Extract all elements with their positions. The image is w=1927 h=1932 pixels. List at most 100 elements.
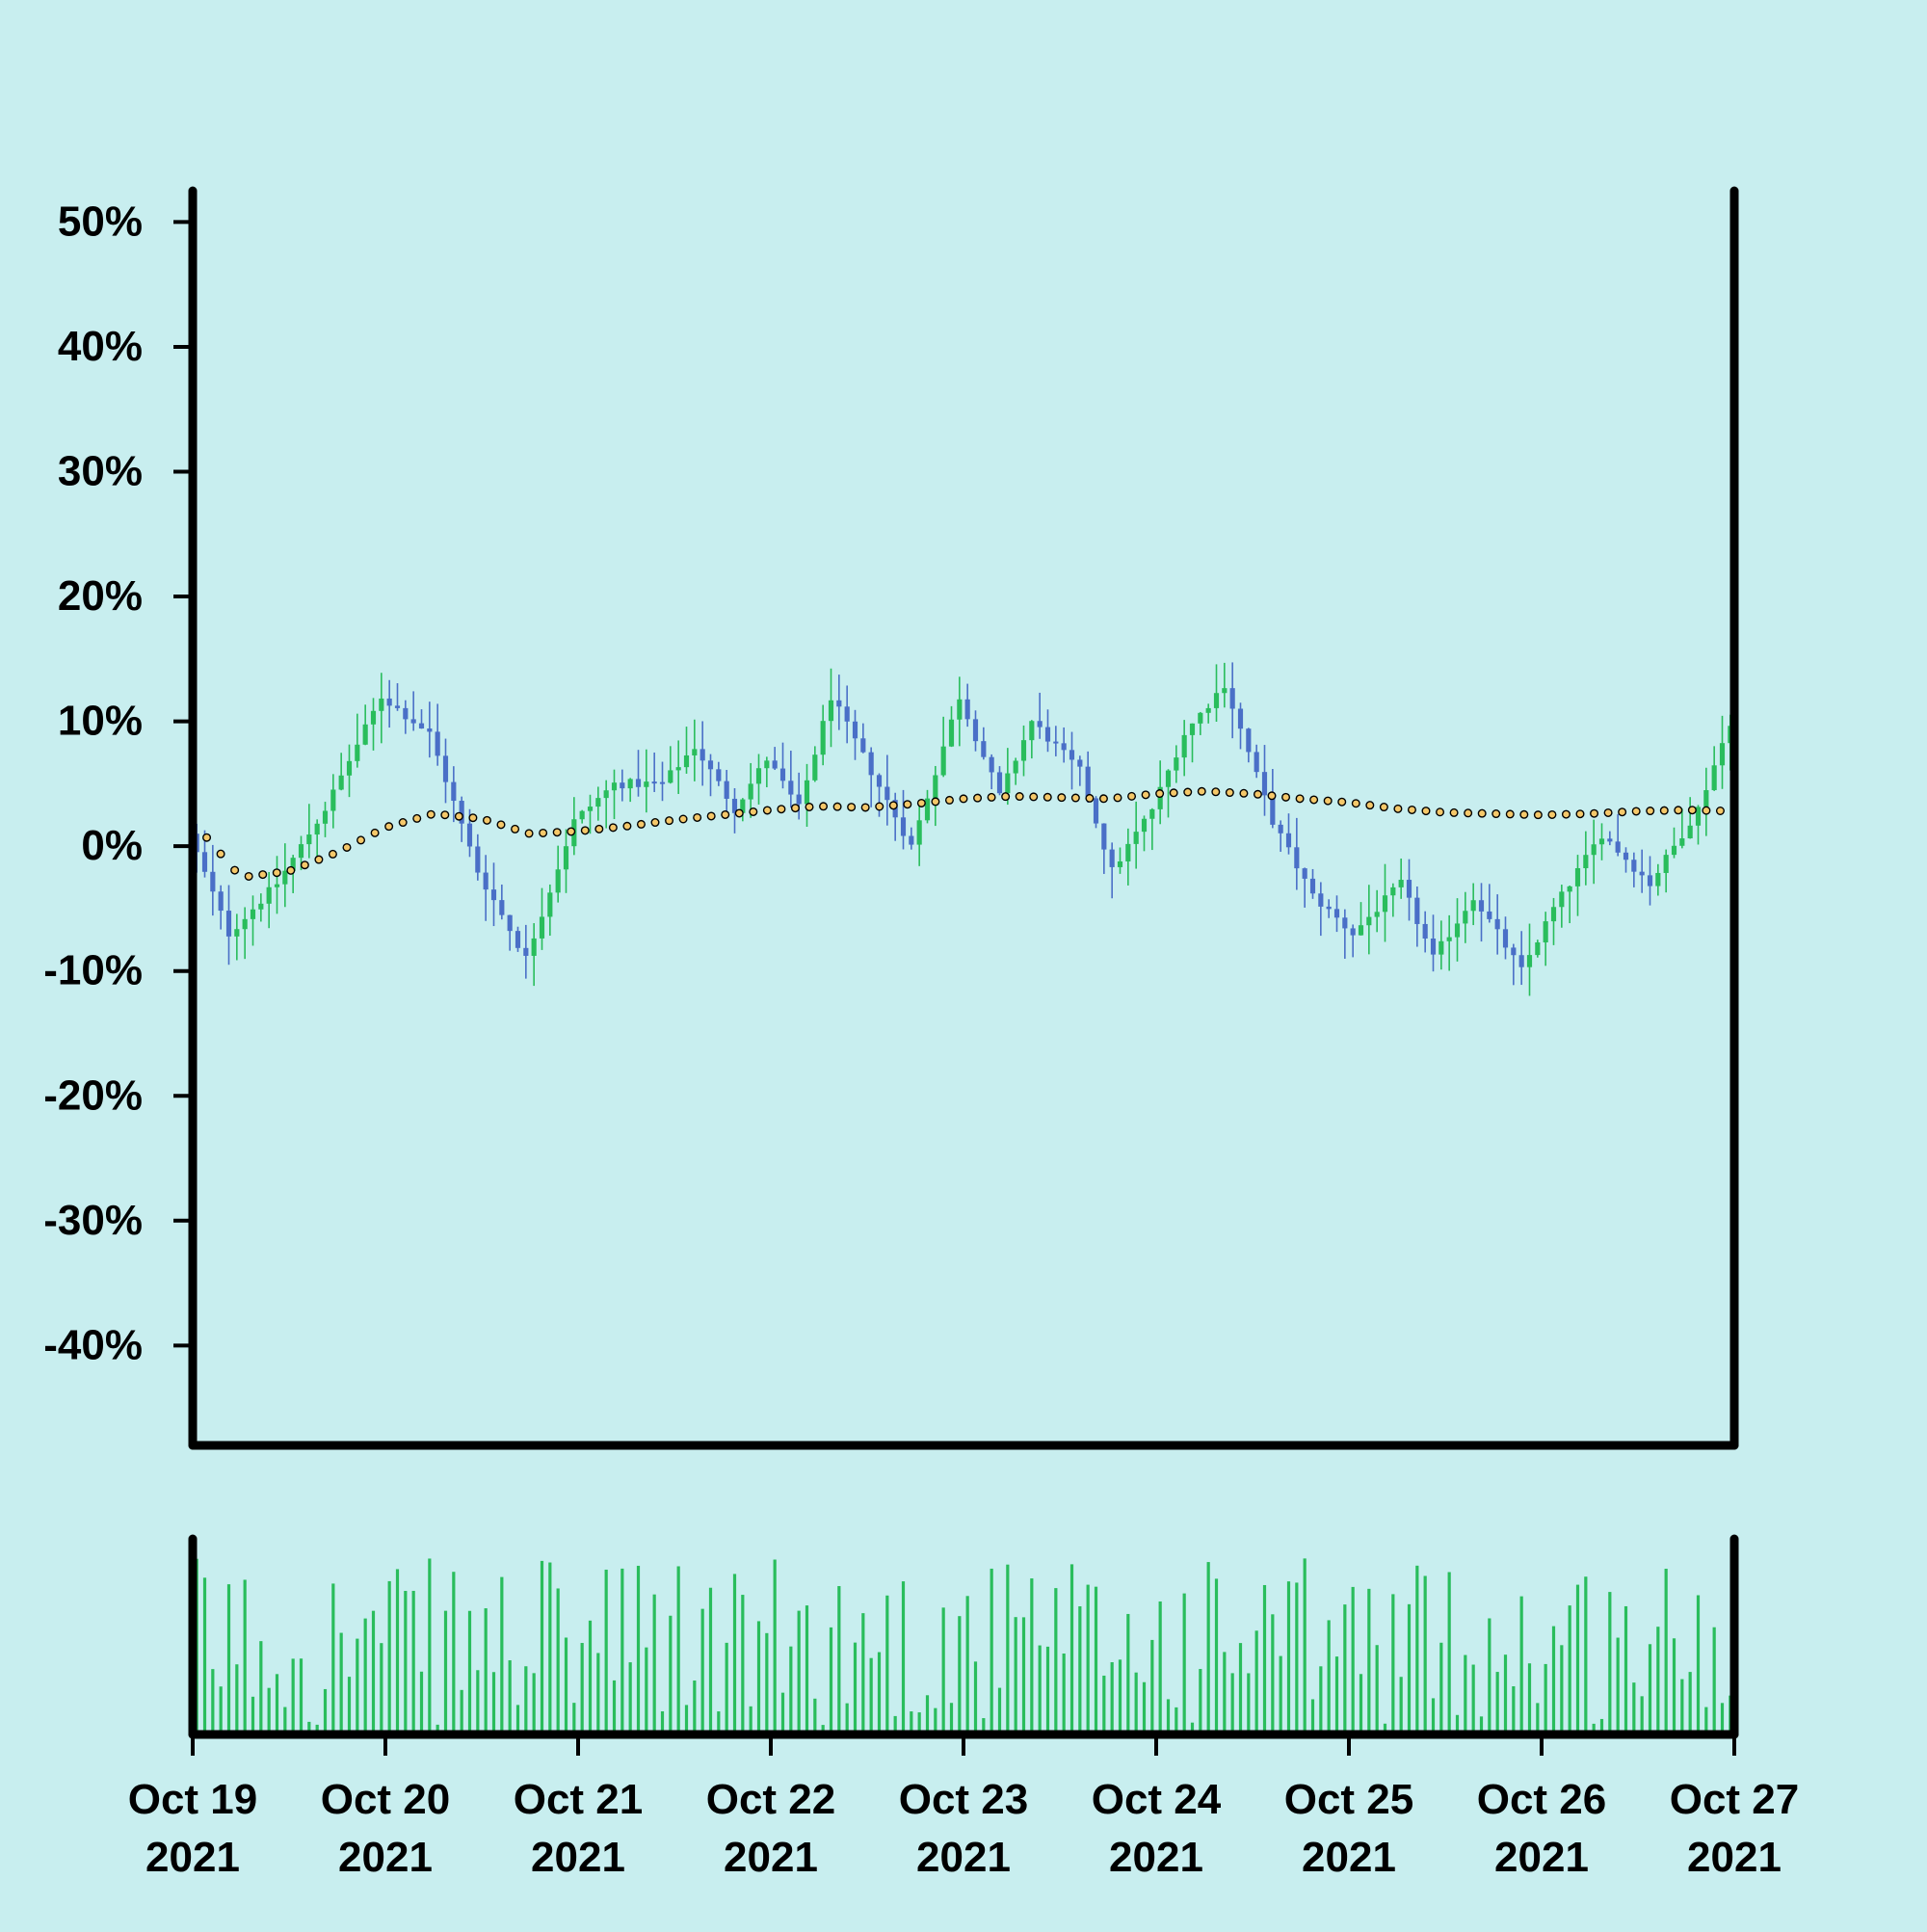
moving-average-point	[1464, 808, 1473, 818]
volume-bar	[1102, 1675, 1106, 1734]
moving-average-point	[944, 795, 954, 805]
candle-body	[772, 760, 778, 769]
volume-bar	[1230, 1673, 1234, 1734]
volume-bar	[717, 1711, 721, 1734]
candle-body	[218, 891, 224, 912]
candle-body	[290, 858, 296, 871]
candle-body	[1061, 743, 1067, 751]
moving-average-point	[819, 802, 829, 811]
candle-body	[314, 823, 320, 835]
moving-average-point	[1590, 808, 1599, 818]
candle-body	[1125, 843, 1131, 861]
candle-body	[451, 781, 457, 802]
moving-average-layer	[188, 786, 1739, 881]
volume-bar	[202, 1577, 207, 1734]
volume-bar	[765, 1632, 769, 1734]
volume-bar	[404, 1591, 408, 1734]
moving-average-point	[1351, 799, 1360, 808]
y-tick-label: 30%	[58, 447, 143, 494]
moving-average-point	[1281, 792, 1291, 802]
candle-body	[1189, 723, 1196, 735]
x-tick-label-date: Oct 19	[128, 1776, 258, 1823]
volume-bar	[363, 1618, 367, 1734]
volume-bar	[283, 1707, 287, 1734]
volume-bar	[1182, 1593, 1186, 1734]
volume-bar	[1471, 1664, 1475, 1734]
volume-bar	[1118, 1659, 1122, 1734]
volume-bar	[1495, 1672, 1499, 1734]
candle-body	[466, 823, 473, 847]
candle-body	[707, 760, 714, 770]
x-tick-label-year: 2021	[1494, 1834, 1589, 1881]
volume-bar	[1575, 1584, 1580, 1734]
moving-average-point	[1057, 793, 1067, 803]
candle-body	[250, 909, 256, 919]
volume-bar	[452, 1572, 456, 1734]
volume-bar	[371, 1610, 376, 1734]
candle-body	[924, 798, 931, 821]
volume-bar	[732, 1574, 737, 1734]
volume-bar	[243, 1579, 247, 1734]
moving-average-point	[524, 829, 534, 838]
volume-bar	[339, 1632, 343, 1734]
candle-body	[1502, 929, 1509, 948]
moving-average-point	[721, 809, 730, 819]
moving-average-point	[1267, 791, 1277, 801]
candle-body	[258, 903, 264, 910]
candle-body	[483, 872, 488, 890]
candle-body	[210, 871, 216, 892]
moving-average-point	[1407, 805, 1416, 814]
candle-body	[1591, 844, 1597, 856]
volume-bar	[749, 1706, 752, 1734]
candle-body	[1526, 955, 1533, 967]
moving-average-point	[1561, 809, 1571, 819]
candle-body	[1141, 818, 1148, 833]
moving-average-point	[300, 860, 309, 870]
candle-body	[394, 705, 401, 708]
candle-body	[868, 752, 874, 776]
volume-bar	[315, 1724, 319, 1734]
candle-body	[370, 710, 377, 725]
moving-average-point	[1015, 792, 1024, 802]
volume-bar	[636, 1565, 641, 1734]
moving-average-point	[1547, 809, 1557, 819]
candle-body	[1567, 886, 1572, 892]
moving-average-point	[875, 802, 884, 811]
moving-average-point	[1323, 796, 1333, 806]
candle-body	[1607, 838, 1613, 842]
volume-bar	[1351, 1586, 1355, 1734]
volume-bar	[1447, 1572, 1451, 1734]
candle-body	[1237, 708, 1244, 729]
volume-bar	[436, 1724, 439, 1734]
candle-body	[1342, 917, 1348, 929]
candle-body	[909, 835, 914, 845]
candles-layer	[194, 662, 1733, 996]
y-tick-label: -10%	[43, 947, 143, 994]
volume-bar	[540, 1560, 544, 1734]
candle-body	[1246, 728, 1252, 753]
volume-bar	[1536, 1703, 1540, 1734]
volume-bar	[380, 1643, 383, 1734]
candle-body	[916, 820, 922, 845]
moving-average-point	[1436, 807, 1445, 817]
candle-body	[724, 781, 729, 799]
candle-body	[1285, 833, 1292, 848]
volume-bar	[1527, 1663, 1532, 1734]
axes-layer: 50% 40% 30% 20% 10% 0% -10% -20% -30% -40% Oct 19 2…	[43, 186, 1799, 1881]
x-tick-label-year: 2021	[1687, 1834, 1782, 1881]
candle-body	[1598, 838, 1605, 845]
y-tick-label: -40%	[43, 1321, 143, 1368]
moving-average-point	[468, 813, 478, 823]
candle-body	[700, 749, 705, 761]
candle-body	[675, 767, 681, 771]
volume-bar	[684, 1705, 689, 1734]
moving-average-point	[650, 818, 660, 828]
moving-average-point	[1365, 801, 1375, 810]
candle-body	[1446, 937, 1452, 941]
candle-body	[531, 938, 537, 956]
moving-average-point	[1309, 795, 1319, 805]
candle-body	[1454, 923, 1461, 938]
y-tick-label: 20%	[58, 572, 143, 620]
candle-body	[964, 699, 970, 720]
y-tick-label: 10%	[58, 698, 143, 745]
